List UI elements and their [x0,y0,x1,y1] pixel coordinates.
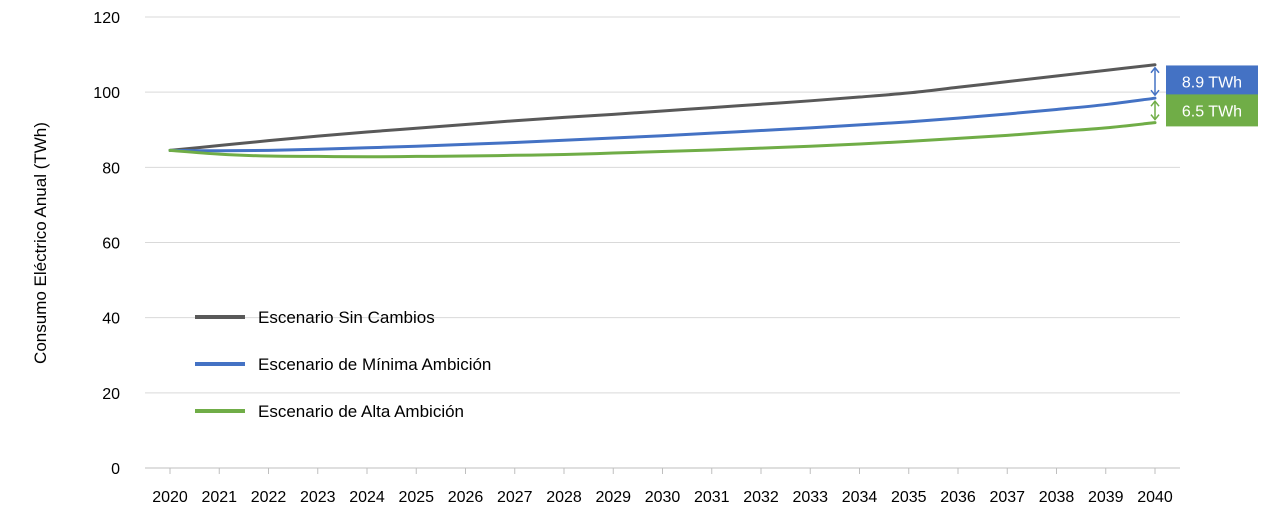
legend-label: Escenario de Alta Ambición [258,402,464,421]
x-tick-label: 2037 [989,489,1025,506]
x-tick-label: 2024 [349,489,385,506]
legend-label: Escenario de Mínima Ambición [258,355,491,374]
series-line-3 [168,121,1157,159]
y-tick-label: 20 [102,386,120,403]
annotation-arrowhead [1150,89,1160,97]
legend-label: Escenario Sin Cambios [258,308,435,327]
x-tick-label: 2038 [1039,489,1075,506]
x-tick-label: 2023 [300,489,336,506]
y-tick-label: 80 [102,160,120,177]
x-tick-label: 2032 [743,489,779,506]
x-tick-label: 2027 [497,489,533,506]
y-tick-label: 60 [102,236,120,253]
series-lines [168,63,1157,159]
annotations: 8.9 TWh 6.5 TWh [1150,65,1258,127]
x-tick-label: 2034 [842,489,878,506]
x-tick-label: 2036 [940,489,976,506]
y-tick-label: 0 [111,461,120,478]
y-tick-label: 40 [102,311,120,328]
annotation-box [1166,65,1258,98]
x-tick-label: 2022 [251,489,287,506]
x-tick-label: 2030 [645,489,681,506]
x-tick-label: 2020 [152,489,188,506]
x-tick-label: 2035 [891,489,927,506]
y-axis-label: Consumo Eléctrico Anual (TWh) [31,122,50,364]
annotation-arrowhead [1150,66,1160,74]
annotation-label: 8.9 TWh [1182,74,1242,91]
x-tick-label: 2040 [1137,489,1173,506]
x-tick-label: 2021 [201,489,237,506]
series-line-2 [168,96,1157,153]
gridlines [145,16,1180,469]
annotation-label: 6.5 TWh [1182,103,1242,120]
x-tick-label: 2029 [595,489,631,506]
y-tick-label: 100 [93,85,120,102]
x-tick-label: 2031 [694,489,730,506]
x-tick-label: 2033 [792,489,828,506]
x-tick-label: 2026 [448,489,484,506]
x-tick-label: 2025 [398,489,434,506]
x-tick-label: 2039 [1088,489,1124,506]
legend: Escenario Sin Cambios Escenario de Mínima… [195,308,491,421]
y-tick-label: 120 [93,10,120,27]
x-tick-label: 2028 [546,489,582,506]
annotation-arrowhead [1150,99,1160,107]
series-line-1 [168,63,1157,152]
annotation-arrowhead [1150,114,1160,121]
annotation-box [1166,94,1258,127]
